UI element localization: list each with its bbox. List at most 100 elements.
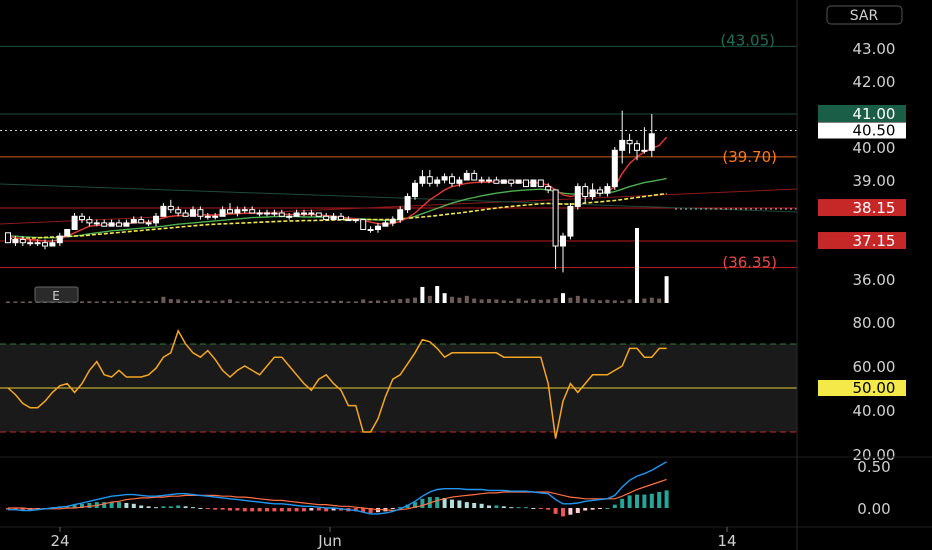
candle-body[interactable] xyxy=(80,216,85,219)
candle-body[interactable] xyxy=(102,223,107,226)
candle-body[interactable] xyxy=(420,177,425,184)
volume-bar xyxy=(213,301,217,303)
candle-body[interactable] xyxy=(635,144,640,151)
volume-bar xyxy=(524,301,528,304)
candle-body[interactable] xyxy=(131,220,136,223)
volume-bar xyxy=(87,301,91,303)
candle-body[interactable] xyxy=(176,210,181,213)
candle-body[interactable] xyxy=(250,210,255,213)
candle-body[interactable] xyxy=(191,210,196,217)
candle-body[interactable] xyxy=(464,173,469,180)
candle-body[interactable] xyxy=(43,243,48,246)
candle-body[interactable] xyxy=(501,180,506,183)
macd-histogram-bar xyxy=(472,503,476,508)
candle-body[interactable] xyxy=(561,236,566,246)
candle-body[interactable] xyxy=(413,183,418,196)
macd-histogram-bar xyxy=(517,507,521,508)
candle-body[interactable] xyxy=(457,180,462,183)
candle-body[interactable] xyxy=(94,223,99,224)
candle-body[interactable] xyxy=(546,187,551,190)
candle-body[interactable] xyxy=(442,177,447,180)
macd-histogram-bar xyxy=(591,508,595,510)
candle-body[interactable] xyxy=(324,216,329,219)
candle-body[interactable] xyxy=(494,180,499,183)
candle-body[interactable] xyxy=(154,216,159,223)
candle-body[interactable] xyxy=(450,177,455,184)
candle-body[interactable] xyxy=(620,140,625,150)
candle-body[interactable] xyxy=(605,187,610,194)
candle-body[interactable] xyxy=(390,220,395,223)
candle-body[interactable] xyxy=(479,180,484,181)
candle-body[interactable] xyxy=(265,213,270,214)
candle-body[interactable] xyxy=(538,180,543,187)
candle-body[interactable] xyxy=(146,223,151,224)
macd-histogram-bar xyxy=(184,506,188,508)
candle-body[interactable] xyxy=(398,210,403,220)
candle-body[interactable] xyxy=(213,216,218,217)
candle-body[interactable] xyxy=(509,180,514,183)
candle-body[interactable] xyxy=(287,216,292,217)
volume-bar xyxy=(457,298,461,303)
candle-body[interactable] xyxy=(383,223,388,226)
candle-body[interactable] xyxy=(272,213,277,214)
candle-body[interactable] xyxy=(124,223,129,226)
candle-body[interactable] xyxy=(235,210,240,213)
candle-body[interactable] xyxy=(316,213,321,216)
candle-body[interactable] xyxy=(368,230,373,231)
candle-body[interactable] xyxy=(139,220,144,223)
volume-bar xyxy=(272,302,276,304)
candle-body[interactable] xyxy=(568,206,573,236)
candle-body[interactable] xyxy=(257,213,262,214)
candle-body[interactable] xyxy=(435,180,440,183)
candle-body[interactable] xyxy=(575,187,580,207)
candle-body[interactable] xyxy=(516,180,521,183)
macd-histogram-bar xyxy=(665,490,669,508)
candle-body[interactable] xyxy=(612,150,617,186)
candle-body[interactable] xyxy=(117,223,122,226)
candle-body[interactable] xyxy=(427,177,432,184)
candle-body[interactable] xyxy=(72,216,77,229)
candle-body[interactable] xyxy=(472,173,477,180)
candle-body[interactable] xyxy=(35,243,40,244)
candle-body[interactable] xyxy=(583,187,588,197)
candle-body[interactable] xyxy=(220,210,225,217)
candle-body[interactable] xyxy=(109,223,114,226)
candle-body[interactable] xyxy=(279,213,284,216)
candle-body[interactable] xyxy=(353,220,358,221)
candle-body[interactable] xyxy=(524,180,529,187)
candle-body[interactable] xyxy=(376,226,381,229)
candle-body[interactable] xyxy=(627,140,632,143)
candle-body[interactable] xyxy=(57,236,62,243)
candle-body[interactable] xyxy=(642,150,647,151)
candle-body[interactable] xyxy=(205,216,210,217)
candle-body[interactable] xyxy=(302,213,307,214)
candle-body[interactable] xyxy=(65,230,70,237)
candle-body[interactable] xyxy=(339,216,344,219)
candle-body[interactable] xyxy=(309,213,314,214)
candle-body[interactable] xyxy=(590,190,595,197)
candle-body[interactable] xyxy=(183,213,188,216)
candle-body[interactable] xyxy=(242,210,247,211)
candle-body[interactable] xyxy=(168,206,173,209)
candle-body[interactable] xyxy=(28,243,33,244)
candle-body[interactable] xyxy=(20,239,25,242)
candle-body[interactable] xyxy=(198,210,203,217)
candle-body[interactable] xyxy=(13,239,18,242)
candle-body[interactable] xyxy=(161,206,166,216)
candle-body[interactable] xyxy=(487,180,492,181)
candle-body[interactable] xyxy=(553,190,558,246)
candle-body[interactable] xyxy=(331,216,336,219)
candle-body[interactable] xyxy=(531,180,536,187)
candle-body[interactable] xyxy=(294,213,299,216)
candle-body[interactable] xyxy=(649,134,654,151)
candle-body[interactable] xyxy=(346,220,351,221)
candle-body[interactable] xyxy=(361,220,366,230)
candle-body[interactable] xyxy=(228,210,233,213)
candle-body[interactable] xyxy=(405,197,410,210)
candle-body[interactable] xyxy=(87,220,92,223)
candle-body[interactable] xyxy=(598,190,603,193)
candle-body[interactable] xyxy=(6,233,11,243)
volume-bar xyxy=(420,287,424,303)
candle-body[interactable] xyxy=(50,243,55,246)
